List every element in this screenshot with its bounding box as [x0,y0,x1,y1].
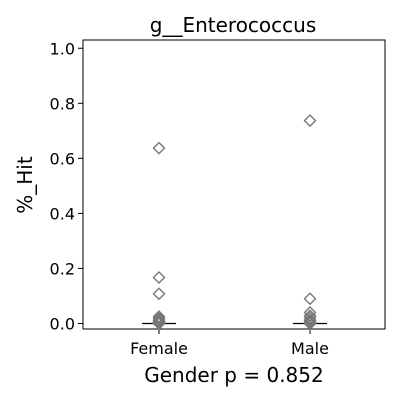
plot-frame [82,39,386,330]
y-axis-label: %_Hit [13,156,37,214]
x-tick-label: Male [291,339,329,358]
y-tick-label: 1.0 [50,39,75,58]
data-point [303,114,317,128]
y-tick-label: 0.0 [50,314,75,333]
data-point [152,312,166,326]
data-point [152,313,166,327]
data-point [152,141,166,155]
data-point [152,317,166,330]
data-point [303,311,317,325]
x-axis-label: Gender p = 0.852 [144,363,323,387]
y-tick-label: 0.8 [50,94,75,113]
plot-area: 0.0 0.2 0.4 0.6 0.8 1.0 Female Male [50,39,386,358]
y-tick-label: 0.2 [50,259,75,278]
data-point [303,317,317,330]
data-point [152,310,166,324]
data-point [152,271,166,285]
data-point [303,292,317,306]
y-tick-label: 0.6 [50,149,75,168]
data-point [303,313,317,327]
y-tick-label: 0.4 [50,204,75,223]
chart-title: g__Enterococcus [150,13,317,37]
x-tick-label: Female [130,339,188,358]
data-point [152,287,166,301]
data-point [303,309,317,323]
